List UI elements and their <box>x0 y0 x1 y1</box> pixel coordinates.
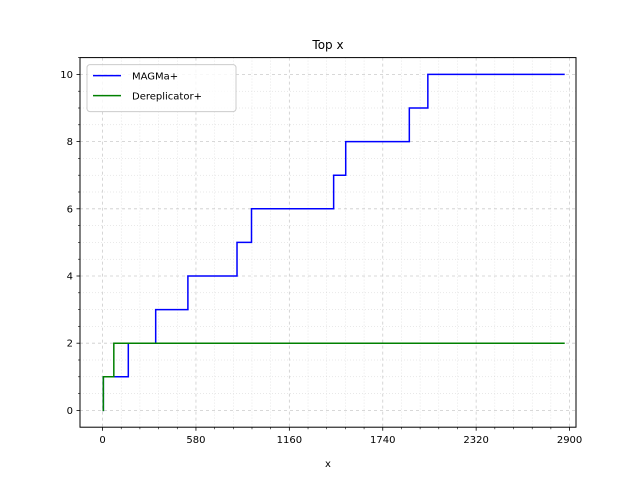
series-line-1 <box>102 73 565 412</box>
axis-ticks: 0 580 1160 1740 2320 2900 0 2 4 6 8 10 <box>60 57 582 446</box>
y-tick-label: 2 <box>67 339 73 350</box>
chart-title: Top x <box>311 38 343 52</box>
x-tick-label: 2900 <box>557 435 582 446</box>
x-tick-label: 0 <box>99 435 105 446</box>
x-tick-label: 580 <box>186 435 205 446</box>
legend-box <box>86 64 237 113</box>
y-tick-label: 6 <box>67 204 73 215</box>
legend: MAGMa+ Dereplicator+ <box>86 64 237 113</box>
series-line-2 <box>102 342 565 412</box>
y-tick-label: 0 <box>67 406 73 417</box>
y-tick-label: 8 <box>67 137 73 148</box>
legend-label: MAGMa+ <box>132 72 178 83</box>
y-tick-label: 10 <box>60 70 73 81</box>
y-tick-label: 4 <box>67 272 73 283</box>
series-lines <box>102 73 565 412</box>
x-tick-label: 1740 <box>370 435 395 446</box>
x-tick-label: 1160 <box>277 435 302 446</box>
grid <box>80 57 576 428</box>
x-tick-label: 2320 <box>463 435 488 446</box>
x-axis-label: x <box>325 459 331 470</box>
legend-label: Dereplicator+ <box>132 92 202 103</box>
